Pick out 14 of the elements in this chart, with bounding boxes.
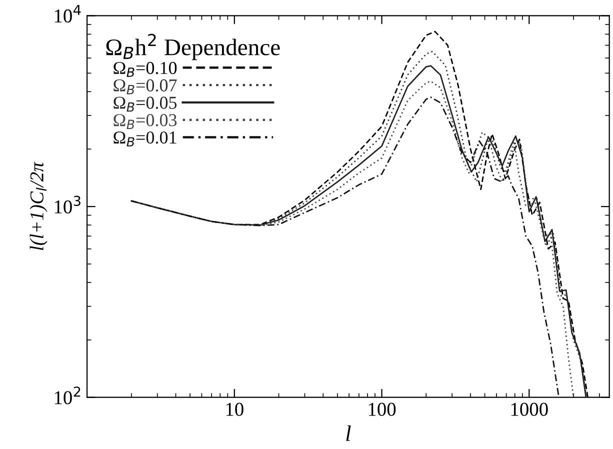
- text: Ω$_{B}$=0.03: [114, 114, 177, 130]
- legend-title: Ω$_{B}$h$^{2}$ Dependence: [106, 34, 280, 60]
- text: Ω$_{B}$=0.05: [114, 96, 177, 112]
- x-tick-label: 100: [368, 402, 396, 416]
- text: Ω$_{B}$=0.07: [114, 79, 177, 94]
- x-tick-label: 1000: [511, 402, 548, 416]
- y-axis-title: l(l+1)C$_{l}$/2π: [30, 162, 48, 250]
- y-tick-label: 10$^{2}$: [54, 386, 80, 404]
- y-tick-label: 10$^{3}$: [54, 196, 80, 214]
- y-tick-label: 10$^{4}$: [54, 4, 81, 23]
- text: Ω$_{B}$=0.01: [114, 131, 176, 146]
- x-tick-label: 10: [226, 402, 244, 416]
- text: Ω$_{B}$=0.10: [114, 62, 177, 77]
- x-axis-title: l: [346, 425, 351, 441]
